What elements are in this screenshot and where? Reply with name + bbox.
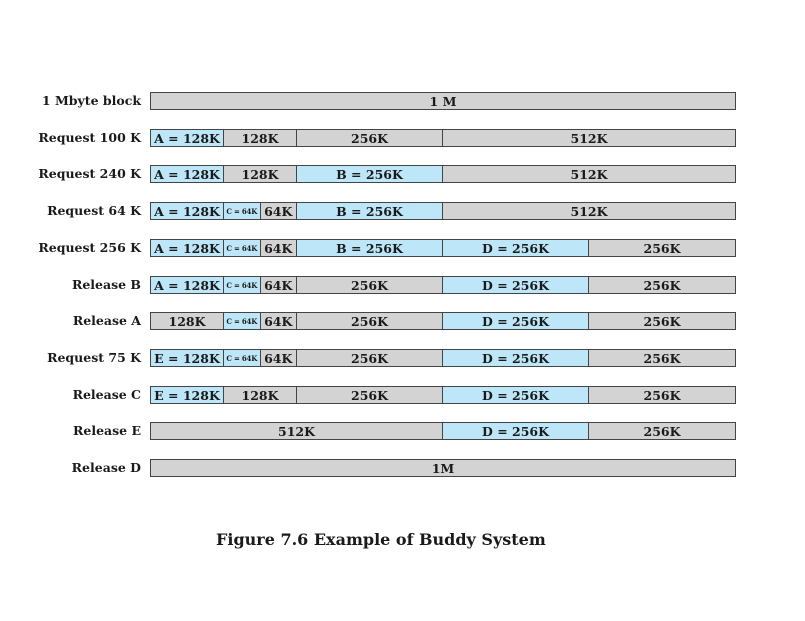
row-label: Request 64 K xyxy=(47,203,141,218)
free-segment: 64K xyxy=(260,277,297,293)
free-segment: 512K xyxy=(151,423,443,439)
memory-block-bar: 128K C = 64K 64K 256K D = 256K 256K xyxy=(150,312,736,330)
row-label: Release E xyxy=(72,423,141,438)
allocated-segment: A = 128K xyxy=(151,240,224,256)
row-label: Release B xyxy=(71,277,141,292)
free-segment: 64K xyxy=(260,240,297,256)
free-segment: 64K xyxy=(260,350,297,366)
allocated-segment: A = 128K xyxy=(151,130,224,146)
memory-block-bar: 1 M xyxy=(150,92,736,110)
allocated-segment: B = 256K xyxy=(297,203,443,219)
memory-block-bar: E = 128K C = 64K 64K 256K D = 256K 256K xyxy=(150,349,736,367)
allocated-segment: C = 64K xyxy=(224,277,261,293)
allocated-segment: D = 256K xyxy=(443,313,589,329)
allocated-segment: C = 64K xyxy=(224,240,261,256)
allocated-segment: B = 256K xyxy=(297,166,443,182)
free-segment: 256K xyxy=(589,240,735,256)
free-segment: 128K xyxy=(151,313,224,329)
allocated-segment: E = 128K xyxy=(151,387,224,403)
row-label: Request 75 K xyxy=(47,350,141,365)
allocated-segment: D = 256K xyxy=(443,277,589,293)
row-label: Release A xyxy=(72,313,141,328)
row-label: Release C xyxy=(72,387,141,402)
free-segment: 128K xyxy=(224,166,297,182)
allocated-segment: D = 256K xyxy=(443,350,589,366)
free-segment: 256K xyxy=(589,277,735,293)
row-label: Request 240 K xyxy=(38,166,141,181)
memory-block-bar: 512K D = 256K 256K xyxy=(150,422,736,440)
allocated-segment: A = 128K xyxy=(151,277,224,293)
memory-block-bar: E = 128K 128K 256K D = 256K 256K xyxy=(150,386,736,404)
row-label: Request 256 K xyxy=(38,240,141,255)
free-segment: 256K xyxy=(589,313,735,329)
allocated-segment: D = 256K xyxy=(443,240,589,256)
free-segment: 64K xyxy=(260,203,297,219)
figure-caption: Figure 7.6 Example of Buddy System xyxy=(216,530,546,549)
allocated-segment: A = 128K xyxy=(151,166,224,182)
memory-block-bar: 1M xyxy=(150,459,736,477)
free-segment: 256K xyxy=(297,387,443,403)
free-segment: 256K xyxy=(297,277,443,293)
allocated-segment: A = 128K xyxy=(151,203,224,219)
allocated-segment: D = 256K xyxy=(443,387,589,403)
free-segment: 1 M xyxy=(151,93,735,109)
free-segment: 128K xyxy=(224,387,297,403)
free-segment: 256K xyxy=(589,350,735,366)
memory-block-bar: A = 128K 128K 256K 512K xyxy=(150,129,736,147)
free-segment: 512K xyxy=(443,203,735,219)
memory-block-bar: A = 128K C = 64K 64K B = 256K 512K xyxy=(150,202,736,220)
free-segment: 1M xyxy=(151,460,735,476)
allocated-segment: C = 64K xyxy=(224,350,261,366)
free-segment: 256K xyxy=(297,130,443,146)
free-segment: 512K xyxy=(443,166,735,182)
free-segment: 256K xyxy=(589,423,735,439)
free-segment: 256K xyxy=(589,387,735,403)
allocated-segment: D = 256K xyxy=(443,423,589,439)
row-label: Request 100 K xyxy=(38,130,141,145)
memory-block-bar: A = 128K C = 64K 64K 256K D = 256K 256K xyxy=(150,276,736,294)
allocated-segment: C = 64K xyxy=(224,203,261,219)
free-segment: 64K xyxy=(260,313,297,329)
free-segment: 256K xyxy=(297,313,443,329)
free-segment: 128K xyxy=(224,130,297,146)
free-segment: 512K xyxy=(443,130,735,146)
free-segment: 256K xyxy=(297,350,443,366)
allocated-segment: E = 128K xyxy=(151,350,224,366)
memory-block-bar: A = 128K 128K B = 256K 512K xyxy=(150,165,736,183)
allocated-segment: B = 256K xyxy=(297,240,443,256)
row-label: 1 Mbyte block xyxy=(41,93,141,108)
row-label: Release D xyxy=(71,460,141,475)
memory-block-bar: A = 128K C = 64K 64K B = 256K D = 256K 256K xyxy=(150,239,736,257)
allocated-segment: C = 64K xyxy=(224,313,261,329)
